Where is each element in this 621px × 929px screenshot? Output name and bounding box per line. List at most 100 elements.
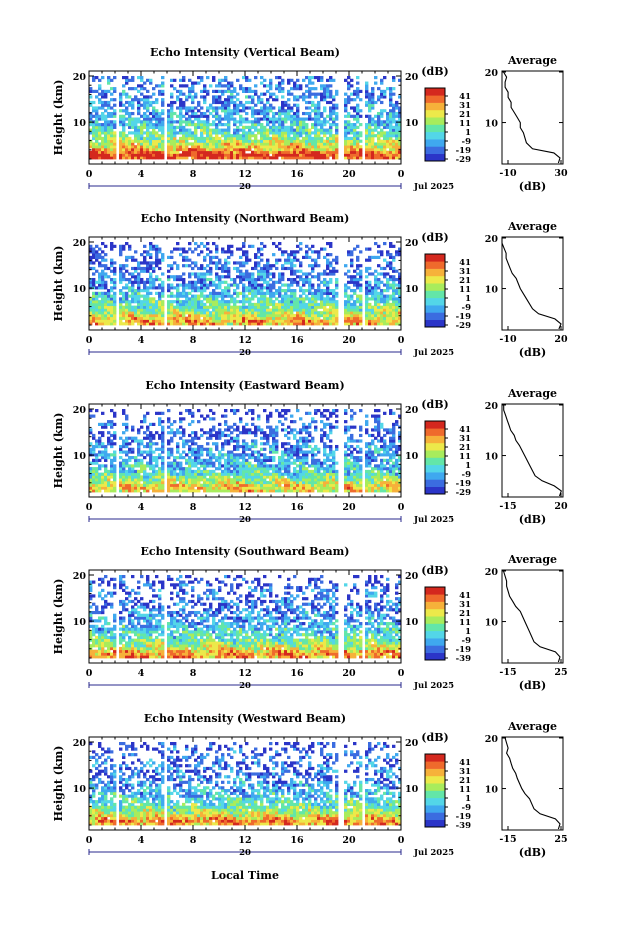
heatmap-cell (206, 472, 210, 476)
heatmap-cell (167, 142, 171, 146)
heatmap-cell (113, 139, 117, 143)
heatmap-cell (293, 134, 297, 138)
heatmap-cell (227, 272, 231, 276)
heatmap-cell (296, 280, 300, 284)
heatmap-cell (356, 266, 360, 271)
heatmap-cell (134, 294, 138, 298)
heatmap-cell (170, 316, 174, 320)
heatmap-cell (281, 275, 285, 279)
heatmap-cell (194, 247, 198, 251)
heatmap-cell (383, 258, 387, 262)
heatmap-cell (263, 84, 267, 88)
heatmap-cell (128, 123, 132, 127)
heatmap-cell (200, 89, 204, 93)
heatmap-cell (149, 483, 153, 487)
heatmap-cell (302, 319, 306, 323)
heatmap-cell (254, 76, 258, 80)
heatmap-cell (395, 322, 399, 326)
heatmap-cell (101, 275, 105, 279)
heatmap-cell (98, 280, 102, 284)
heatmap-cell (278, 277, 282, 282)
heatmap-cell (317, 316, 321, 320)
heatmap-cell (194, 294, 198, 298)
heatmap-cell (317, 109, 321, 113)
heatmap-cell (386, 156, 390, 160)
heatmap-cell (227, 275, 231, 279)
heatmap-cell (305, 475, 309, 479)
heatmap-cell (191, 106, 195, 110)
heatmap-cell (248, 95, 252, 99)
heatmap-cell (257, 275, 261, 279)
heatmap-cell (182, 289, 186, 293)
heatmap-cell (245, 261, 249, 265)
heatmap-cell (332, 106, 336, 110)
heatmap-cell (125, 283, 129, 287)
heatmap-cell (329, 123, 333, 127)
heatmap-cell (179, 300, 183, 304)
heatmap-cell (131, 117, 135, 121)
heatmap-cell (269, 308, 273, 312)
heatmap-cell (191, 89, 195, 93)
heatmap-cell (353, 117, 357, 121)
heatmap-cell (185, 319, 189, 323)
heatmap-cell (254, 139, 258, 143)
heatmap-cell (134, 469, 138, 474)
heatmap-cell (320, 128, 324, 132)
heatmap-cell (209, 106, 213, 110)
heatmap-cell (209, 316, 213, 320)
heatmap-cell (125, 76, 129, 80)
heatmap-cell (110, 142, 114, 146)
x-tick-label: 0 (398, 335, 405, 346)
heatmap-cell (299, 147, 303, 152)
heatmap-cell (335, 92, 339, 96)
heatmap-cell (299, 300, 303, 304)
heatmap-cell (182, 84, 186, 88)
heatmap-cell (101, 139, 105, 143)
heatmap-cell (110, 123, 114, 127)
heatmap-cell (206, 286, 210, 290)
heatmap-cell (275, 95, 279, 99)
heatmap-cell (248, 486, 252, 490)
heatmap-cell (365, 269, 369, 273)
heatmap-cell (128, 125, 132, 129)
heatmap-cell (233, 142, 237, 146)
heatmap-cell (182, 250, 186, 254)
heatmap-cell (269, 84, 273, 88)
heatmap-cell (257, 145, 261, 149)
heatmap-cell (152, 114, 156, 118)
heatmap-cell (125, 147, 129, 152)
heatmap-cell (350, 311, 354, 315)
heatmap-cell (371, 106, 375, 110)
heatmap-cell (134, 480, 138, 485)
heatmap-cell (266, 109, 270, 113)
heatmap-cell (125, 322, 129, 326)
heatmap-cell (203, 280, 207, 284)
heatmap-cell (386, 297, 390, 301)
heatmap-cell (89, 153, 93, 157)
heatmap-cell (227, 269, 231, 273)
heatmap-cell (389, 253, 393, 257)
heatmap-cell (287, 294, 291, 298)
heatmap-cell (212, 109, 216, 113)
heatmap-cell (218, 489, 222, 493)
heatmap-cell (326, 297, 330, 301)
heatmap-cell (140, 120, 144, 124)
heatmap-cell (263, 311, 267, 315)
heatmap-cell (251, 319, 255, 323)
heatmap-cell (356, 475, 360, 479)
heatmap-cell (221, 150, 225, 154)
heatmap-cell (260, 76, 264, 80)
heatmap-cell (371, 322, 375, 326)
heatmap-cell (254, 264, 258, 268)
heatmap-cell (374, 283, 378, 287)
heatmap-cell (101, 128, 105, 132)
heatmap-cell (383, 319, 387, 323)
heatmap-cell (239, 280, 243, 284)
heatmap-cell (218, 114, 222, 118)
heatmap-cell (284, 100, 288, 105)
heatmap-cell (215, 272, 219, 276)
heatmap-cell (296, 78, 300, 82)
heatmap-cell (305, 134, 309, 138)
heatmap-cell (242, 109, 246, 113)
heatmap-cell (329, 264, 333, 268)
